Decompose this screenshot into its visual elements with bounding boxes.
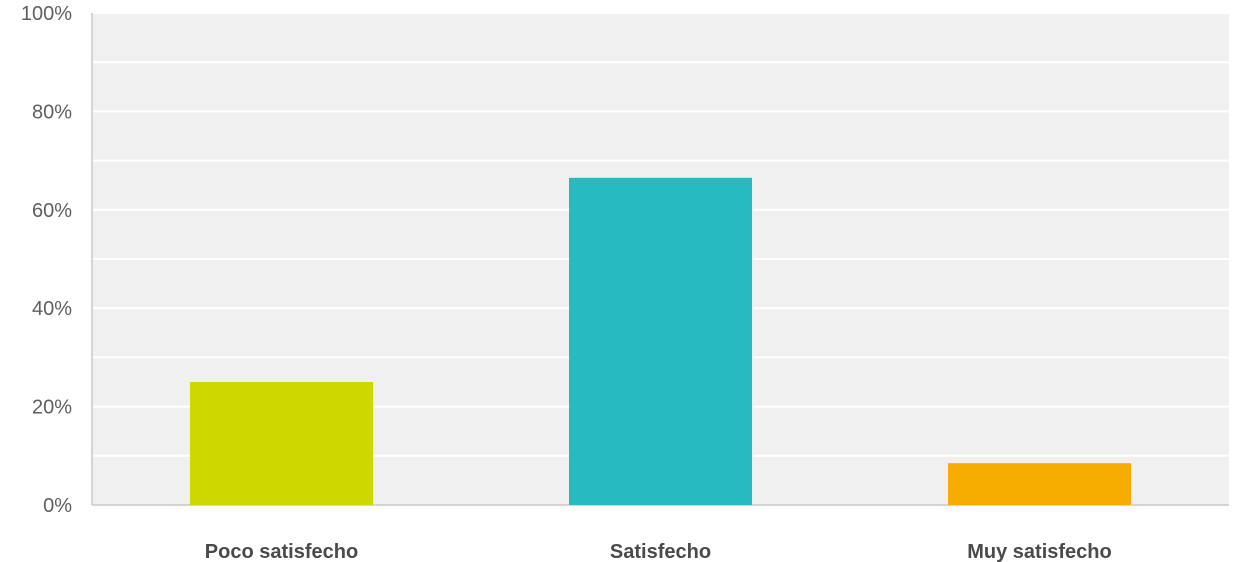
- y-tick-label: 40%: [32, 298, 72, 320]
- bar-satisfecho: [569, 177, 752, 505]
- y-tick-label: 80%: [32, 101, 72, 123]
- x-tick-labels: Poco satisfecho Satisfecho Muy satisfecho: [205, 541, 1112, 562]
- y-tick-label: 0%: [43, 495, 72, 517]
- bar-poco-satisfecho: [190, 382, 373, 505]
- y-tick-label: 60%: [32, 200, 72, 222]
- y-tick-labels: 0% 20% 40% 60% 80% 100%: [21, 3, 72, 517]
- y-tick-label: 20%: [32, 397, 72, 419]
- x-tick-label: Muy satisfecho: [967, 541, 1111, 562]
- x-tick-label: Poco satisfecho: [205, 541, 358, 562]
- bar-muy-satisfecho: [948, 463, 1131, 505]
- x-tick-label: Satisfecho: [610, 541, 711, 562]
- bars: [190, 177, 1131, 505]
- y-tick-label: 100%: [21, 3, 72, 25]
